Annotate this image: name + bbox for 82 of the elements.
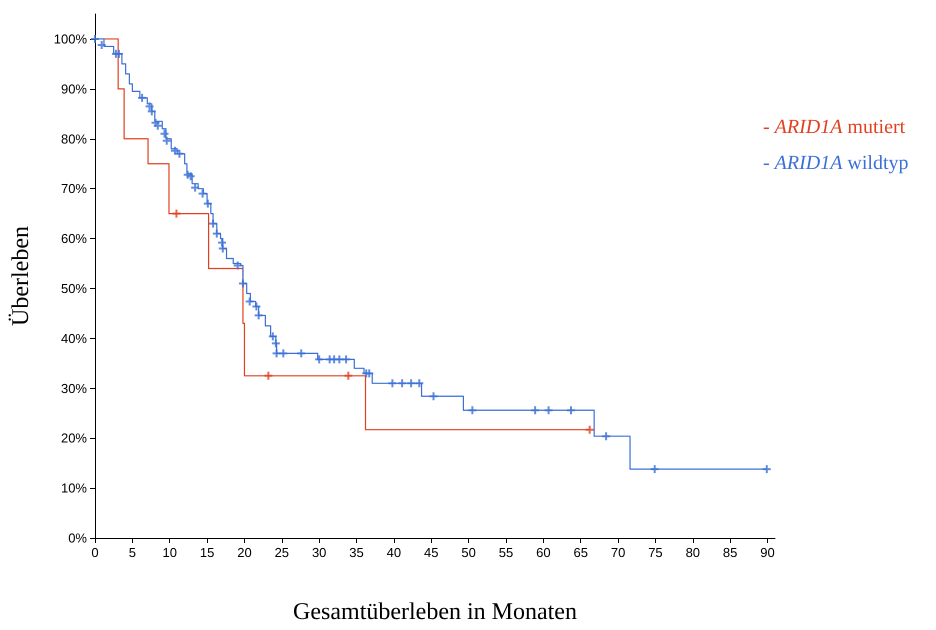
point [148,107,156,116]
point [212,230,221,238]
y-tick-label: 20% [60,430,88,446]
point [388,379,396,388]
point [567,406,575,414]
x-tick-label: 0 [91,545,99,560]
point [91,34,99,43]
point [297,349,306,358]
point [398,379,406,388]
point [415,379,424,388]
x-tick-label: 90 [760,545,775,560]
y-tick-label: 30% [60,380,88,396]
point [531,406,540,414]
y-tick-label: 10% [60,480,88,496]
y-tick-label: 90% [60,81,88,96]
x-tick-label: 80 [686,545,700,560]
x-tick-label: 55 [498,545,514,560]
point [468,406,476,414]
point [272,349,281,358]
point [160,130,168,138]
point [342,355,350,364]
point [762,465,771,474]
point [186,172,195,180]
point [218,238,226,247]
x-tick-label: 70 [610,545,626,560]
y-tick-label: 60% [60,231,88,246]
x-tick-label: 20 [237,545,252,560]
point [264,372,272,380]
point [586,426,594,434]
x-tick-label: 65 [573,545,588,560]
point [218,244,227,253]
x-axis-title: Gesamtüberleben in Monaten [293,599,577,625]
x-tick-label: 85 [722,545,738,560]
point [279,349,288,358]
point [238,279,247,288]
point [204,200,212,208]
point [198,190,207,198]
point [365,369,374,378]
point [209,220,218,228]
x-tick-label: 40 [386,545,402,560]
x-tick-label: 75 [648,545,663,560]
point [602,432,610,440]
y-axis-title: Überleben [8,226,34,326]
y-tick-label: 80% [60,131,88,146]
point [407,379,416,388]
text: - ARID1A wildtyp [763,152,909,174]
y-tick-label: 100% [54,31,88,46]
point [191,184,200,192]
point [138,94,146,102]
point [650,465,659,474]
point [146,102,154,110]
point [154,122,162,130]
x-tick-label: 15 [200,545,214,560]
point [254,311,263,320]
point [234,262,242,270]
x-tick-label: 30 [312,545,326,560]
x-tick-label: 10 [162,545,177,560]
point [98,40,106,49]
x-tick-label: 50 [461,545,476,560]
x-tick-label: 45 [424,545,438,560]
point [172,210,180,218]
y-tick-label: 50% [60,280,88,296]
x-tick-label: 25 [274,545,290,560]
point [162,136,171,145]
point [246,297,254,306]
point [344,372,352,380]
point [315,355,324,364]
text: - ARID1A mutiert [763,116,906,138]
y-tick-label: 70% [60,181,88,196]
point [272,339,280,348]
point [114,50,123,58]
x-tick-label: 60 [536,545,551,560]
y-tick-label: 0% [68,530,88,546]
point [430,392,438,400]
point [268,332,277,340]
point [544,406,553,414]
point [175,150,184,158]
y-tick-label: 40% [60,330,88,346]
point [252,302,260,310]
x-tick-label: 35 [349,545,364,560]
x-tick-label: 5 [128,545,136,560]
point [170,146,179,155]
